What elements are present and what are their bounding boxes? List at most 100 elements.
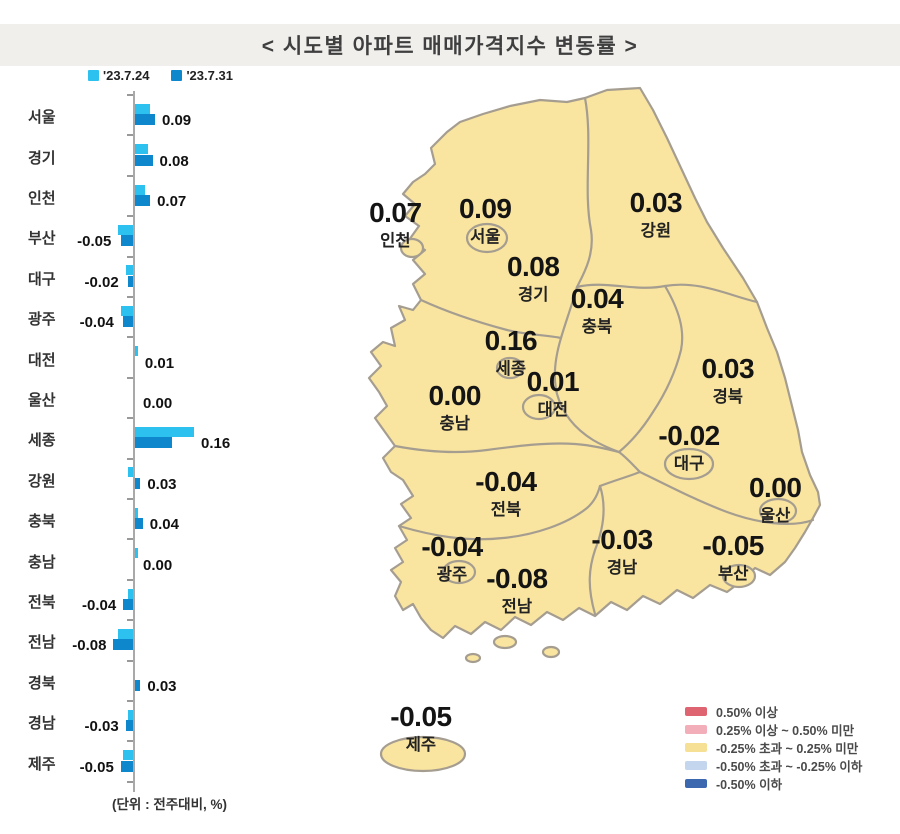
map-region-name: 경남: [606, 559, 638, 578]
map-region-name: 전북: [490, 501, 522, 520]
legend-label: '23.7.24: [103, 68, 150, 83]
bar-curr-week: [123, 599, 133, 610]
map-region-name: 세종: [495, 359, 527, 378]
map-legend-label: -0.25% 초과 ~ 0.25% 미만: [716, 741, 859, 756]
bar-value-label: 0.00: [143, 556, 173, 574]
map-region-label: 0.01 대전: [527, 367, 580, 423]
map-region-name: 충남: [439, 414, 470, 433]
bar-value-label: -0.04: [82, 597, 117, 614]
axis-tick: [127, 538, 133, 541]
axis-tick: [127, 619, 133, 622]
axis-tick: [127, 457, 133, 460]
map-region-name: 전남: [501, 597, 533, 616]
map-legend-row: -0.25% 초과 ~ 0.25% 미만: [685, 738, 862, 756]
bar-curr-week: [128, 275, 133, 287]
axis-tick: [127, 94, 133, 96]
map-region-value: -0.05: [390, 701, 452, 733]
bar-prev-week: [133, 507, 138, 518]
map-region-name: 충북: [581, 318, 613, 337]
bar-category-label: 제주: [28, 755, 56, 773]
axis-tick: [127, 174, 133, 177]
map-legend-swatch: [685, 724, 707, 734]
bar-prev-week: [125, 265, 133, 276]
map-region-value: -0.02: [658, 419, 720, 451]
bar-category-label: 광주: [28, 311, 56, 329]
map-region-label: 0.09 서울: [459, 194, 512, 250]
bar-category-label: 대전: [28, 351, 56, 369]
daejeon-enclave: [521, 393, 557, 421]
legend-swatch: [88, 70, 99, 81]
unit-note: (단위 : 전주대비, %): [112, 797, 228, 812]
axis-tick: [127, 296, 133, 298]
map-region-label: 0.07 인천: [369, 198, 422, 254]
bar-value-label: -0.05: [77, 233, 112, 251]
gwangju-enclave: [441, 559, 477, 585]
page-title: < 시도별 아파트 매매가격지수 변동률 >: [261, 35, 639, 58]
bar-curr-week: [125, 720, 133, 732]
bar-category-label: 경북: [28, 674, 56, 692]
bar-chart-axis: [133, 91, 135, 792]
map-region-name: 경북: [712, 388, 743, 407]
map-region-name: 대전: [537, 401, 569, 420]
ulsan-enclave: [758, 497, 798, 525]
bar-prev-week: [128, 709, 133, 720]
map-region-label: 0.00 충남: [428, 380, 481, 437]
bar-curr-week: [133, 437, 173, 449]
map-region-value: 0.07: [369, 197, 422, 229]
seoul-enclave: [465, 222, 509, 254]
map-legend-label: -0.50% 이하: [716, 777, 783, 792]
bar-category-label: 전남: [28, 634, 56, 652]
bar-chart-legend: '23.7.24 '23.7.31: [88, 68, 233, 83]
map-legend-label: 0.25% 이상 ~ 0.50% 미만: [716, 723, 855, 738]
map-legend-row: -0.50% 초과 ~ -0.25% 이하: [685, 756, 862, 774]
bar-prev-week: [133, 548, 138, 559]
bar-prev-week: [120, 305, 133, 316]
bar-prev-week: [123, 750, 133, 761]
map-region-label: -0.03 경남: [591, 525, 653, 581]
bar-value-label: 0.01: [144, 354, 175, 372]
bar-category-label: 강원: [28, 472, 56, 490]
bar-category-label: 경남: [28, 715, 56, 733]
south-islet-3: [464, 652, 482, 664]
map-region-label: -0.05 제주: [390, 701, 452, 758]
bar-prev-week: [118, 224, 133, 235]
bar-curr-week: [133, 195, 151, 206]
map-region-value: 0.01: [526, 366, 580, 398]
axis-tick: [127, 376, 133, 379]
korea-map: 0.07 인천 0.09 서울 0.08 경기 0.03 강원 0.04 충북 0.16 세종 0.01…: [355, 80, 900, 795]
map-legend-row: 0.50% 이상: [685, 702, 862, 720]
axis-tick: [127, 578, 133, 581]
legend-item: '23.7.31: [171, 68, 233, 83]
axis-tick: [127, 134, 133, 137]
map-region-label: -0.05 부산: [703, 530, 765, 587]
axis-tick: [127, 740, 133, 743]
map-region-name: 부산: [718, 564, 749, 583]
map-region-value: 0.03: [701, 353, 755, 385]
title-bar: < 시도별 아파트 매매가격지수 변동률 >: [0, 24, 900, 66]
bar-curr-week: [133, 114, 155, 126]
bar-value-label: 0.03: [147, 475, 177, 493]
bar-prev-week: [118, 628, 133, 639]
bar-curr-week: [133, 518, 143, 530]
map-region-name: 대구: [673, 454, 705, 473]
map-region-name: 인천: [380, 232, 411, 251]
map-region-labels: 0.07 인천 0.09 서울 0.08 경기 0.03 강원 0.04 충북 0.16 세종 0.01…: [355, 80, 900, 795]
bar-curr-week: [120, 760, 133, 772]
axis-tick: [127, 417, 133, 420]
bar-value-label: 0.00: [143, 395, 173, 412]
map-legend-row: 0.25% 이상 ~ 0.50% 미만: [685, 720, 862, 738]
legend-swatch: [171, 70, 183, 81]
map-legend-swatch: [685, 742, 707, 752]
legend-label: '23.7.31: [186, 68, 233, 83]
bar-category-label: 부산: [28, 230, 56, 248]
bar-prev-week: [128, 467, 133, 478]
map-region-label: -0.04 광주: [421, 532, 483, 588]
bar-category-label: 울산: [28, 392, 56, 409]
bar-curr-week: [120, 235, 133, 247]
bar-prev-week: [133, 103, 151, 114]
map-region-value: 0.00: [748, 471, 802, 503]
bar-value-label: -0.03: [84, 718, 119, 736]
map-legend-swatch: [685, 778, 707, 788]
axis-tick: [127, 700, 133, 702]
bar-chart: 서울 0.09 경기 0.08 인천 0.07 부산 -0.05 대구 -0.02 광주 -0.04 대…: [20, 95, 355, 785]
